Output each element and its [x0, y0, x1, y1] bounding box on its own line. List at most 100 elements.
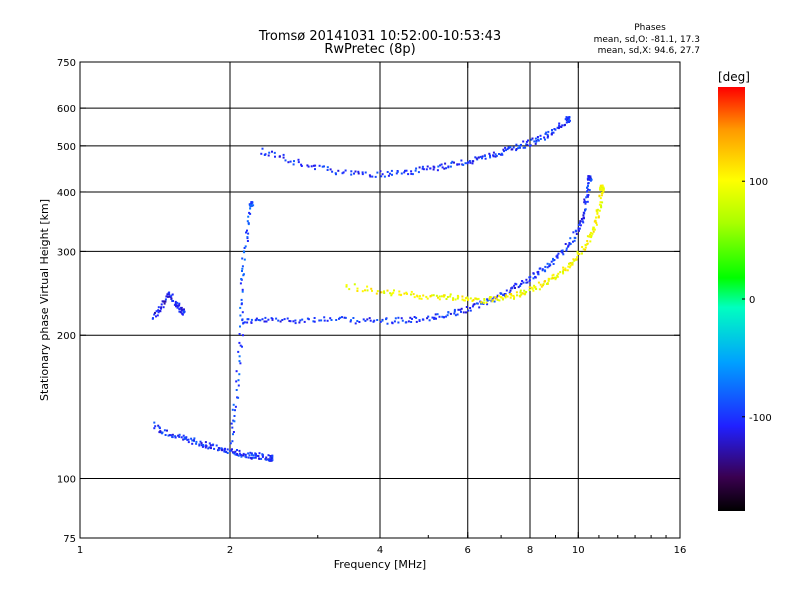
data-point	[582, 221, 585, 224]
data-point	[522, 146, 525, 149]
data-point	[261, 147, 264, 150]
data-point	[179, 310, 182, 313]
data-point	[571, 263, 574, 266]
data-point	[350, 319, 352, 322]
data-point	[558, 124, 561, 127]
data-point	[441, 315, 444, 318]
data-point	[226, 452, 229, 454]
data-point	[253, 456, 256, 459]
data-point	[380, 291, 383, 294]
data-point	[342, 171, 345, 174]
data-point	[258, 452, 261, 455]
data-point	[410, 321, 413, 323]
data-point	[242, 452, 245, 455]
data-point	[178, 304, 181, 307]
data-point	[586, 240, 589, 242]
data-point	[436, 313, 439, 316]
data-point	[502, 148, 505, 151]
data-point	[224, 447, 226, 450]
data-point	[586, 194, 589, 197]
data-point	[224, 450, 227, 453]
data-point	[552, 273, 555, 276]
data-point	[504, 296, 507, 299]
data-point	[513, 284, 516, 287]
data-point	[413, 296, 416, 299]
data-point	[205, 444, 207, 447]
data-point	[528, 279, 531, 282]
data-point	[415, 316, 418, 319]
data-point	[323, 316, 326, 319]
data-point	[480, 302, 482, 305]
data-point	[436, 169, 439, 172]
phases-o-line: mean, sd,O: -81.1, 17.3	[594, 35, 700, 45]
data-point	[230, 422, 233, 425]
data-point	[361, 171, 364, 174]
data-point	[237, 350, 240, 353]
data-point	[287, 161, 290, 164]
data-point	[241, 345, 243, 348]
data-point	[234, 405, 237, 408]
data-point	[534, 137, 537, 140]
data-point	[269, 457, 272, 460]
data-point	[574, 229, 577, 232]
data-point	[357, 170, 360, 173]
data-point	[375, 292, 378, 295]
data-point	[178, 433, 181, 436]
data-point	[341, 316, 343, 319]
data-point	[601, 201, 604, 204]
data-point	[391, 173, 393, 176]
data-point	[553, 259, 556, 261]
data-point	[434, 313, 437, 316]
data-point	[409, 316, 412, 319]
data-point	[546, 262, 549, 265]
colorbar-tick-label: -100	[749, 413, 772, 424]
data-point	[501, 153, 504, 156]
data-point	[250, 318, 253, 321]
data-point	[282, 153, 285, 156]
data-point	[154, 425, 157, 428]
data-point	[519, 284, 522, 287]
data-point	[590, 236, 593, 239]
data-point	[152, 317, 154, 320]
data-point	[195, 440, 198, 443]
data-point	[364, 171, 367, 174]
data-point	[572, 258, 575, 261]
data-point	[169, 296, 172, 298]
data-point	[209, 446, 212, 449]
data-point	[257, 455, 260, 457]
data-point	[492, 155, 495, 158]
data-point	[486, 303, 489, 306]
data-point	[401, 319, 404, 322]
data-point	[407, 173, 410, 176]
data-point	[521, 280, 524, 282]
data-point	[449, 312, 452, 315]
y-tick-label: 300	[57, 247, 76, 258]
data-point	[271, 457, 274, 460]
data-point	[525, 291, 528, 293]
data-point	[176, 304, 179, 307]
data-point	[578, 253, 581, 256]
data-point	[505, 289, 508, 292]
phases-x-line: mean, sd,X: 94.6, 27.7	[598, 46, 700, 56]
data-point	[373, 319, 376, 322]
data-point	[387, 174, 390, 177]
data-point	[504, 293, 507, 296]
data-point	[369, 175, 372, 178]
data-point	[187, 441, 190, 444]
data-point	[364, 319, 367, 322]
data-point	[580, 218, 583, 220]
data-point	[550, 260, 553, 263]
data-point	[526, 143, 529, 146]
data-point	[556, 274, 559, 277]
data-point	[231, 408, 234, 411]
data-point	[516, 294, 518, 297]
data-point	[321, 165, 324, 168]
data-point	[520, 282, 523, 285]
data-point	[191, 442, 194, 445]
data-point	[271, 459, 274, 462]
data-point	[312, 164, 315, 167]
data-point	[249, 207, 252, 210]
data-point	[594, 219, 597, 222]
data-point	[426, 317, 429, 320]
data-point	[527, 139, 529, 142]
